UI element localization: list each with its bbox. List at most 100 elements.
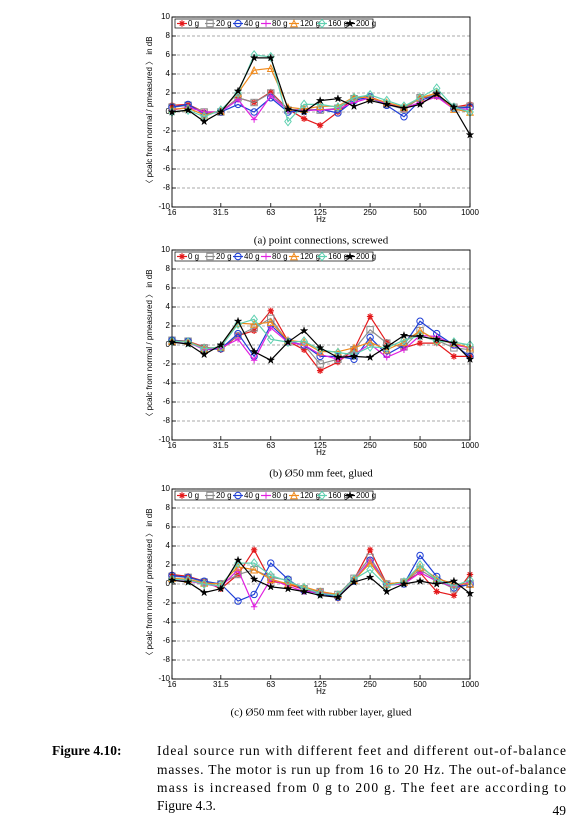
- legend-label: 120 g: [300, 491, 320, 500]
- marker: [233, 86, 243, 95]
- x-axis-label: Hz: [316, 215, 326, 224]
- y-tick-label: -10: [158, 202, 170, 211]
- legend-box: [174, 251, 374, 262]
- marker: [349, 351, 359, 361]
- legend-marker: [234, 491, 242, 500]
- marker: [300, 336, 308, 347]
- legend-marker: [262, 253, 270, 260]
- legend-label: 40 g: [244, 19, 260, 28]
- y-tick-label: -4: [163, 378, 171, 387]
- marker: [415, 331, 425, 341]
- page-number: 49: [553, 803, 567, 816]
- y-tick-label: -6: [163, 397, 171, 406]
- marker: [216, 340, 226, 349]
- legend-label: 0 g: [188, 19, 199, 28]
- marker: [450, 580, 458, 591]
- marker: [266, 53, 276, 62]
- x-tick-label: 250: [363, 208, 377, 217]
- y-tick-label: -4: [163, 617, 171, 626]
- caption-line: Ideal source run with different feet and…: [157, 743, 566, 758]
- y-tick-label: -8: [163, 655, 171, 664]
- y-tick-label: 4: [166, 541, 171, 550]
- marker: [216, 584, 226, 593]
- marker: [199, 349, 209, 359]
- marker: [450, 337, 458, 348]
- marker: [316, 360, 324, 368]
- marker: [449, 338, 459, 347]
- caption-line: masses. The motor is run up from 16 to 2…: [157, 762, 566, 777]
- marker: [183, 105, 193, 114]
- legend-marker: [206, 491, 214, 500]
- marker: [365, 572, 375, 582]
- legend-marker: [178, 492, 186, 499]
- marker: [416, 339, 424, 347]
- marker: [250, 357, 258, 364]
- marker: [366, 333, 374, 342]
- marker: [449, 102, 459, 112]
- legend-marker: [234, 19, 242, 28]
- marker: [250, 65, 259, 74]
- legend-label: 160 g: [328, 491, 348, 500]
- marker: [250, 314, 258, 325]
- marker: [234, 319, 242, 330]
- marker: [250, 319, 259, 328]
- marker: [400, 346, 408, 353]
- x-tick-label: 63: [266, 680, 275, 689]
- marker: [365, 352, 375, 362]
- y-tick-label: 6: [166, 522, 171, 531]
- legend-marker: [262, 20, 270, 27]
- marker: [184, 337, 192, 348]
- marker: [350, 349, 358, 360]
- marker: [432, 334, 442, 344]
- x-tick-label: 1000: [461, 208, 479, 217]
- marker: [266, 334, 275, 345]
- x-tick-label: 500: [413, 441, 427, 450]
- marker: [216, 107, 226, 116]
- figure-label: Figure 4.10:: [52, 743, 122, 758]
- marker: [250, 116, 258, 123]
- y-tick-label: -10: [158, 435, 170, 444]
- marker: [299, 107, 309, 116]
- legend-box: [174, 18, 374, 29]
- marker: [234, 597, 242, 605]
- marker: [382, 586, 392, 596]
- legend-marker: [345, 490, 355, 500]
- legend-marker: [234, 252, 242, 261]
- y-tick-label: 0: [166, 579, 171, 588]
- legend-marker: [318, 490, 326, 501]
- legend-label: 40 g: [244, 252, 260, 261]
- marker: [249, 53, 259, 62]
- marker: [333, 94, 343, 103]
- marker: [199, 587, 209, 597]
- y-tick-label: 0: [166, 107, 171, 116]
- marker: [400, 577, 408, 588]
- marker: [316, 367, 324, 374]
- x-tick-label: 1000: [461, 680, 479, 689]
- legend-marker: [318, 18, 326, 29]
- marker: [316, 588, 324, 599]
- x-tick-label: 16: [168, 208, 177, 217]
- x-tick-label: 63: [266, 208, 275, 217]
- marker: [266, 355, 276, 364]
- y-tick-label: 0: [166, 340, 171, 349]
- marker: [249, 346, 259, 356]
- x-tick-label: 31.5: [213, 680, 229, 689]
- y-tick-label: 4: [166, 69, 171, 78]
- marker: [300, 346, 308, 353]
- y-tick-label: -2: [163, 126, 171, 135]
- marker: [399, 579, 409, 588]
- legend-marker: [289, 491, 299, 500]
- marker: [250, 565, 259, 574]
- legend-label: 120 g: [300, 19, 320, 28]
- plot-area: [172, 250, 470, 440]
- marker: [450, 353, 458, 360]
- marker: [450, 592, 458, 599]
- legend-box: [174, 490, 374, 501]
- marker: [334, 590, 342, 601]
- x-tick-label: 1000: [461, 441, 479, 450]
- x-tick-label: 63: [266, 441, 275, 450]
- marker: [432, 579, 442, 588]
- marker: [283, 104, 293, 113]
- marker: [366, 341, 374, 352]
- plot-frame: [171, 249, 471, 441]
